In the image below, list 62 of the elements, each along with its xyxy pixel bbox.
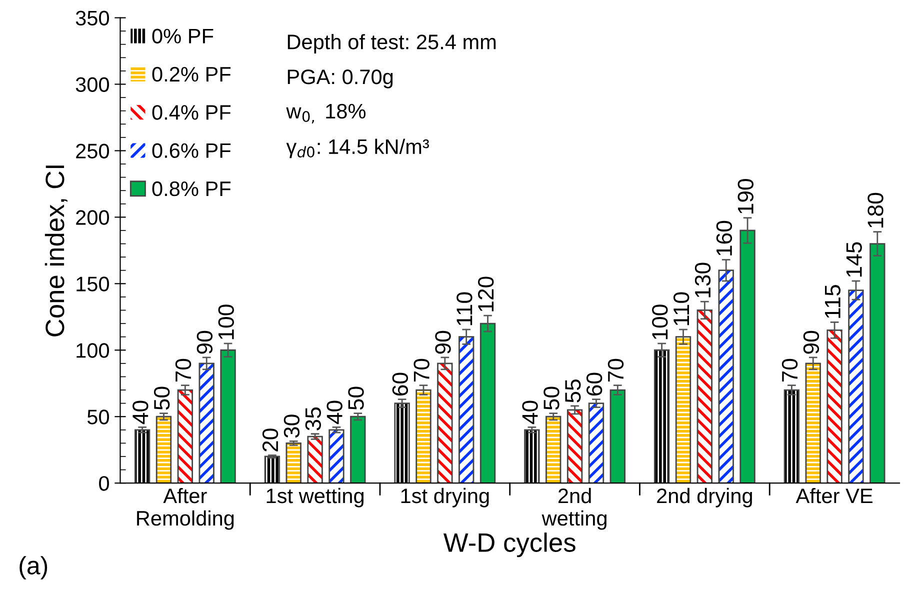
data-label: 100 [218,304,234,340]
data-label: 70 [175,358,192,382]
y-tick-label: 0 [99,476,109,491]
data-label: 40 [522,400,538,424]
data-label: 130 [694,262,711,298]
y-tick-label: 200 [76,210,110,225]
legend-label: 0.6% PF [152,143,231,158]
y-tick-label: 350 [76,10,110,26]
data-label: 50 [348,386,364,410]
x-tick-label: After VE [796,488,872,504]
text: (a) [20,556,48,580]
data-label: 110 [456,292,472,326]
annotation: PGA: 0.70g [288,69,393,88]
x-tick-label: 1st drying [401,488,489,508]
data-label: 90 [803,330,820,354]
x-axis-title: W-D cycles [444,532,576,558]
data-label: 90 [435,330,451,354]
legend-label: 0.8% PF [152,181,231,196]
data-label: 35 [305,407,322,430]
data-label: 145 [846,242,862,277]
data-label: 120 [478,276,494,312]
data-label: 50 [154,386,170,410]
bar [350,416,366,484]
y-tick-label: 250 [76,144,110,158]
data-label: 40 [326,400,342,424]
y-tick-label: 50 [87,410,110,424]
bar [480,322,496,484]
data-label: 160 [716,220,732,256]
data-label: 60 [586,372,602,396]
bar [740,230,756,484]
data-label: 70 [608,358,624,382]
data-label: 115 [825,285,841,318]
legend-label: 0.2% PF [152,66,231,82]
x-tick-label: 2nd drying [657,488,752,508]
y-tick-label: 150 [76,276,110,292]
data-label: 30 [284,414,300,438]
data-label: 110 [673,292,690,326]
bar [220,349,236,484]
data-label: 20 [262,428,278,452]
y-axis-title: Cone index, CI [44,166,68,336]
data-label: 55 [565,380,581,402]
data-label: 100 [652,304,668,340]
data-label: 180 [868,192,884,228]
bar [610,389,626,484]
annotation: γ$_{d0}$: 14.5 kN/m³ [286,138,429,158]
data-label: 60 [392,372,408,396]
legend-label: 0% PF [152,28,214,44]
data-label: 40 [132,400,148,424]
x-tick-label: 1st wetting [266,488,364,508]
y-tick-label: 100 [76,343,110,358]
data-label: 50 [544,386,560,410]
legend-label: 0.4% PF [152,105,231,120]
y-tick-label: 300 [76,77,110,92]
data-label: 90 [196,330,213,354]
annotation: w$_{0,}$ 18% [286,104,366,124]
bar [870,243,886,484]
x-tick-label: After Remolding [137,488,234,530]
data-label: 70 [782,358,798,382]
data-label: 190 [738,178,754,214]
data-label: 70 [414,358,430,382]
annotation: Depth of test: 25.4 mm [288,34,496,54]
x-tick-label: 2nd wetting [542,488,606,530]
